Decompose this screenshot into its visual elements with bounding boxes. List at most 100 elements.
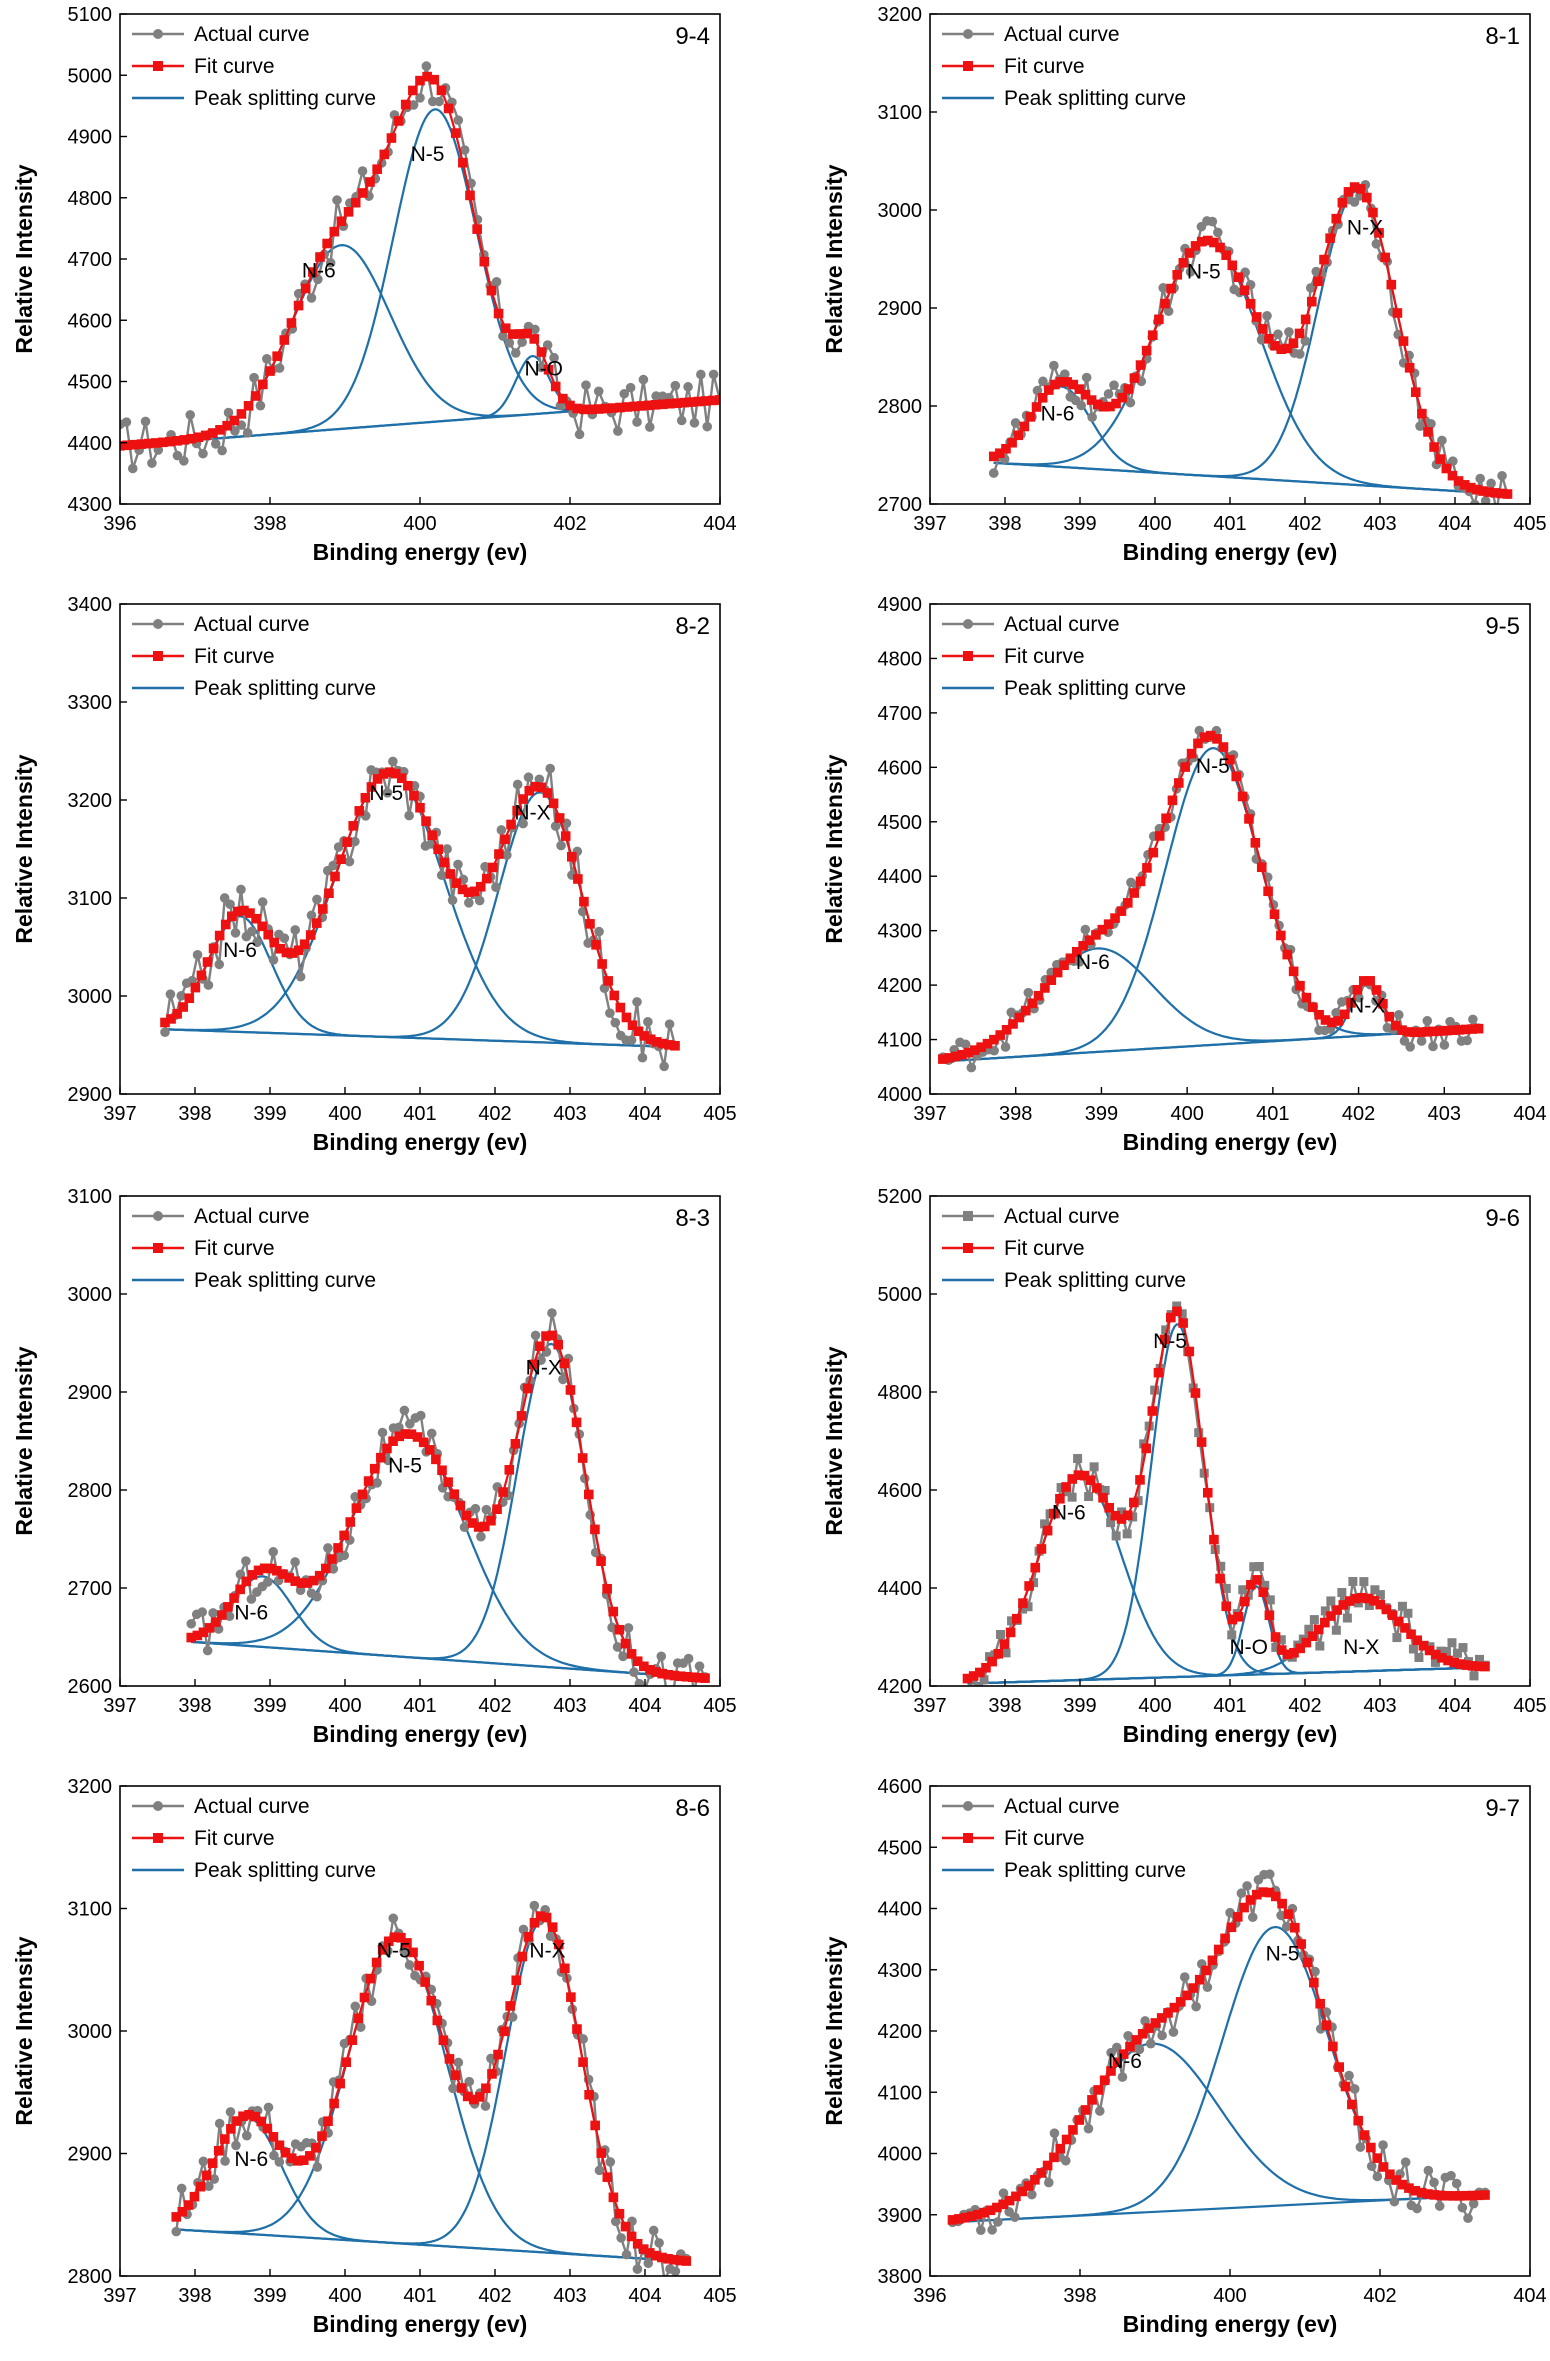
actual-point xyxy=(1408,1644,1418,1654)
fit-point xyxy=(226,2124,236,2134)
fit-point xyxy=(208,943,219,954)
fit-point xyxy=(298,2155,309,2165)
actual-point xyxy=(459,1522,470,1533)
fit-point xyxy=(330,871,340,882)
fit-point xyxy=(554,813,565,823)
fit-point xyxy=(136,439,147,449)
fit-point xyxy=(708,395,718,406)
fit-point xyxy=(376,1452,386,1463)
fit-point xyxy=(1212,734,1222,744)
actual-point xyxy=(656,1651,667,1662)
fit-point xyxy=(1093,2085,1104,2095)
actual-point xyxy=(1199,1468,1209,1478)
fit-point xyxy=(190,982,201,993)
fit-point xyxy=(1013,430,1024,441)
fit-point xyxy=(1030,2174,1040,2185)
actual-point xyxy=(1430,1657,1440,1667)
actual-point xyxy=(1158,283,1168,293)
fit-point xyxy=(166,1014,176,1024)
fit-point xyxy=(1378,2162,1389,2172)
fit-point xyxy=(1202,1487,1213,1498)
actual-point xyxy=(242,428,253,438)
fit-point xyxy=(669,1670,680,1681)
fit-point xyxy=(1429,2190,1440,2200)
fit-point xyxy=(1472,484,1482,495)
actual-point xyxy=(1271,1642,1281,1652)
fit-point xyxy=(186,1632,197,1643)
fit-point xyxy=(481,873,492,884)
actual-point xyxy=(372,1477,382,1488)
actual-point xyxy=(1452,1648,1462,1658)
fit-point xyxy=(1390,1020,1401,1031)
fit-point xyxy=(336,216,347,227)
fit-point xyxy=(1175,1997,1186,2007)
actual-point xyxy=(1213,227,1223,238)
fit-point xyxy=(1416,1027,1426,1037)
fit-point xyxy=(1252,1575,1262,1585)
actual-point xyxy=(1109,380,1119,390)
fit-point xyxy=(438,2035,449,2046)
actual-point xyxy=(1372,2171,1383,2182)
fit-point xyxy=(353,2013,364,2024)
fit-point xyxy=(517,1951,528,1962)
fit-point xyxy=(632,2238,643,2249)
x-axis-label: Binding energy (ev) xyxy=(1123,2311,1338,2337)
y-tick-label: 3100 xyxy=(68,1899,113,1921)
actual-point xyxy=(185,410,196,420)
x-tick-label: 398 xyxy=(178,1695,211,1717)
fit-point xyxy=(1334,2062,1344,2072)
fit-point xyxy=(1221,1601,1232,1612)
fit-point xyxy=(1184,248,1195,258)
actual-point xyxy=(1486,478,1496,489)
actual-point xyxy=(268,955,279,965)
actual-point xyxy=(176,991,187,1001)
peak-label: N-6 xyxy=(1052,1501,1086,1524)
peak-label: N-5 xyxy=(388,1454,422,1477)
fit-point xyxy=(1290,1922,1300,1933)
peak-label: N-5 xyxy=(1153,1330,1187,1353)
x-tick-label: 398 xyxy=(1063,2285,1096,2307)
actual-point xyxy=(1451,2178,1462,2189)
fit-point xyxy=(586,404,597,415)
fit-point xyxy=(177,2206,188,2217)
fit-point xyxy=(400,1429,411,1439)
y-tick-label: 4300 xyxy=(878,1960,923,1982)
fit-point xyxy=(516,1411,527,1421)
fit-point xyxy=(590,2120,600,2131)
actual-point xyxy=(1073,1454,1083,1464)
fit-point xyxy=(1328,2041,1338,2052)
legend-peak-label: Peak splitting curve xyxy=(194,87,376,110)
actual-point xyxy=(1100,1485,1110,1495)
x-tick-label: 402 xyxy=(1288,513,1321,535)
fit-point xyxy=(669,2254,679,2265)
actual-point xyxy=(549,352,559,363)
y-tick-label: 4700 xyxy=(68,249,113,271)
x-tick-label: 405 xyxy=(1513,513,1546,535)
actual-point xyxy=(987,2225,997,2235)
fit-point xyxy=(215,425,225,435)
actual-point xyxy=(1375,1590,1385,1600)
fit-point xyxy=(966,2211,977,2222)
fit-point xyxy=(333,1543,343,1553)
actual-point xyxy=(1439,1040,1450,1050)
legend-actual-marker xyxy=(963,29,973,39)
fit-point xyxy=(1036,1544,1047,1554)
fit-point xyxy=(1400,1623,1410,1633)
fit-point xyxy=(650,399,661,410)
fit-point xyxy=(550,381,561,392)
actual-point xyxy=(963,1694,972,1703)
fit-point xyxy=(1080,2105,1091,2115)
actual-point xyxy=(1436,1646,1446,1656)
fit-point xyxy=(1068,379,1079,390)
actual-curve-line xyxy=(175,1905,688,2276)
fit-point xyxy=(987,1656,997,1667)
fit-point xyxy=(1244,814,1254,824)
fit-point xyxy=(973,2209,983,2220)
actual-point xyxy=(610,1017,621,1028)
actual-point xyxy=(1405,1042,1415,1052)
fit-point xyxy=(962,1673,973,1684)
fit-point xyxy=(1302,1957,1313,1968)
fit-point xyxy=(262,2123,273,2134)
actual-point xyxy=(198,448,208,459)
fit-point xyxy=(443,1477,453,1487)
